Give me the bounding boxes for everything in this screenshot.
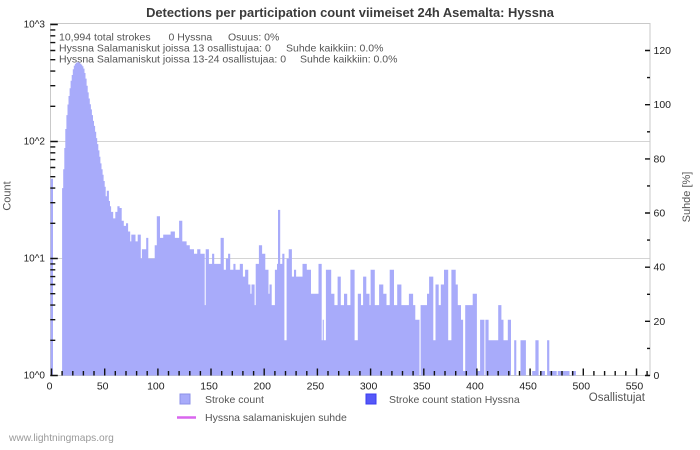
svg-text:www.lightningmaps.org: www.lightningmaps.org — [8, 433, 114, 444]
svg-text:Hyssna Salamaniskut joissa 13: Hyssna Salamaniskut joissa 13 osallistuj… — [59, 43, 271, 55]
svg-text:0: 0 — [654, 370, 660, 382]
svg-text:Hyssna Salamaniskut joissa 13-: Hyssna Salamaniskut joissa 13-24 osallis… — [59, 54, 286, 66]
svg-text:Count: Count — [2, 181, 14, 210]
svg-text:300: 300 — [360, 381, 378, 393]
svg-text:Detections per participation c: Detections per participation count viime… — [146, 5, 555, 20]
svg-text:400: 400 — [466, 381, 484, 393]
svg-text:Hyssna salamaniskujen suhde: Hyssna salamaniskujen suhde — [205, 412, 347, 424]
svg-text:Suhde [%]: Suhde [%] — [681, 172, 693, 223]
svg-text:60: 60 — [654, 208, 666, 220]
svg-text:0: 0 — [47, 381, 53, 393]
svg-text:120: 120 — [654, 45, 672, 57]
svg-text:Stroke count: Stroke count — [205, 394, 264, 406]
svg-text:10^2: 10^2 — [24, 137, 46, 148]
svg-text:100: 100 — [654, 99, 672, 111]
svg-text:10,994 total strokes: 10,994 total strokes — [59, 32, 151, 44]
svg-text:Suhde kaikkiin: 0.0%: Suhde kaikkiin: 0.0% — [300, 54, 397, 66]
svg-text:40: 40 — [654, 262, 666, 274]
svg-text:450: 450 — [519, 381, 537, 393]
svg-text:10^1: 10^1 — [24, 254, 46, 265]
svg-text:100: 100 — [147, 381, 165, 393]
svg-text:200: 200 — [253, 381, 271, 393]
svg-text:Osuus: 0%: Osuus: 0% — [228, 32, 279, 44]
svg-text:0 Hyssna: 0 Hyssna — [169, 32, 213, 44]
svg-text:Osallistujat: Osallistujat — [589, 392, 646, 404]
svg-text:250: 250 — [307, 381, 325, 393]
svg-text:10^3: 10^3 — [24, 20, 46, 31]
svg-text:50: 50 — [97, 381, 109, 393]
svg-text:Stroke count station Hyssna: Stroke count station Hyssna — [389, 394, 520, 406]
svg-text:350: 350 — [413, 381, 431, 393]
svg-text:10^0: 10^0 — [24, 371, 46, 382]
svg-text:500: 500 — [573, 381, 591, 393]
svg-text:150: 150 — [200, 381, 218, 393]
svg-text:Suhde kaikkiin: 0.0%: Suhde kaikkiin: 0.0% — [286, 43, 383, 55]
svg-text:20: 20 — [654, 316, 666, 328]
svg-text:80: 80 — [654, 153, 666, 165]
svg-text:550: 550 — [626, 381, 644, 393]
